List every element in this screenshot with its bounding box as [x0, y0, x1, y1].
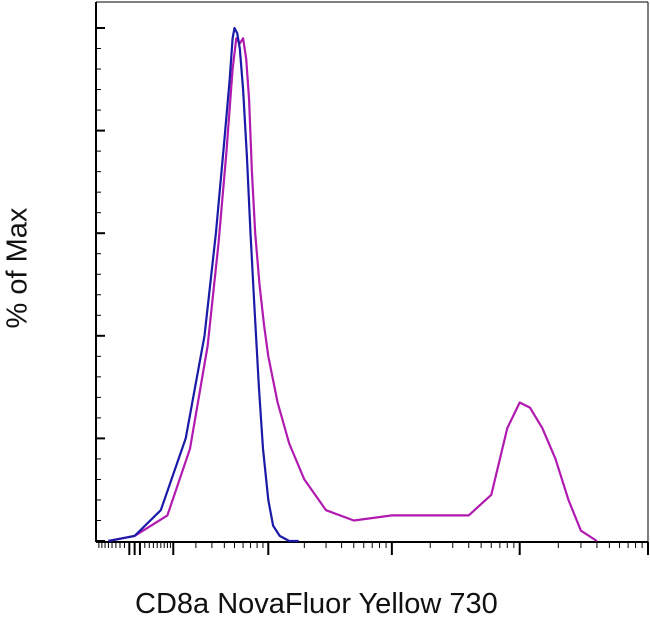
- x-axis-label: CD8a NovaFluor Yellow 730: [135, 588, 498, 620]
- series-layer: [108, 26, 598, 543]
- plot-frame: [95, 1, 649, 543]
- series-line-1: [108, 26, 299, 543]
- series-line-2: [108, 37, 598, 543]
- y-axis-ticks: [96, 27, 105, 542]
- y-axis-label: % of Max: [1, 207, 34, 329]
- x-axis-ticks: [98, 542, 649, 555]
